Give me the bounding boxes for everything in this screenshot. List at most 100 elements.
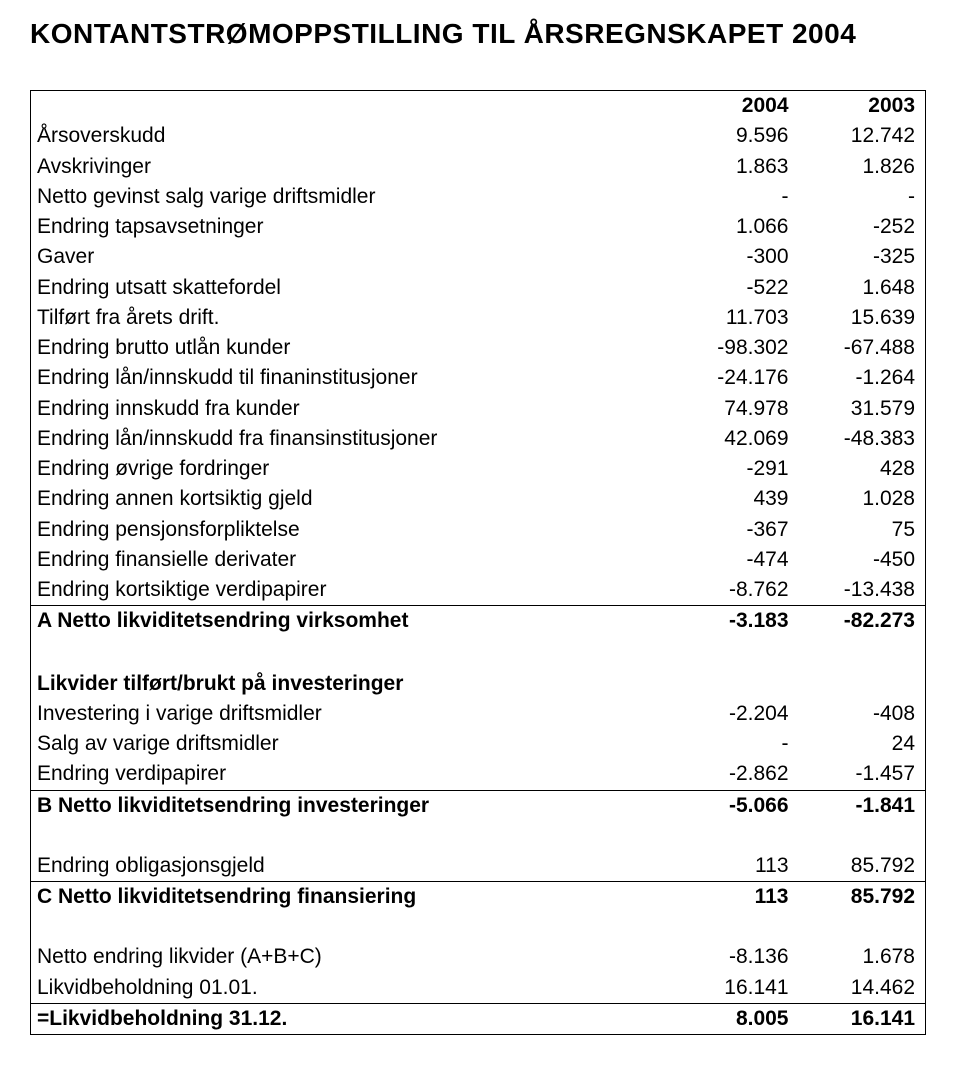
table-row: Netto endring likvider (A+B+C)-8.1361.67… xyxy=(31,942,926,972)
table-row-value-b: 428 xyxy=(799,454,926,484)
table-row-label: Avskrivinger xyxy=(31,152,671,182)
total-row-value-b: 85.792 xyxy=(799,882,926,913)
total-row-label: A Netto likviditetsendring virksomhet xyxy=(31,606,671,637)
table-row: Endring pensjonsforpliktelse-36775 xyxy=(31,515,926,545)
table-row-label: Salg av varige driftsmidler xyxy=(31,729,671,759)
table-row-value-a: -300 xyxy=(671,242,799,272)
table-row: Investering i varige driftsmidler-2.204-… xyxy=(31,699,926,729)
table-row: Likvidbeholdning 01.01.16.14114.462 xyxy=(31,973,926,1004)
table-row: Endring kortsiktige verdipapirer-8.762-1… xyxy=(31,575,926,606)
total-row: B Netto likviditetsendring investeringer… xyxy=(31,790,926,821)
table-row-label: Netto gevinst salg varige driftsmidler xyxy=(31,182,671,212)
table-row-label: Gaver xyxy=(31,242,671,272)
table-row-label: Endring kortsiktige verdipapirer xyxy=(31,575,671,606)
table-row: Endring utsatt skattefordel-5221.648 xyxy=(31,273,926,303)
table-row: Avskrivinger1.8631.826 xyxy=(31,152,926,182)
table-row-label: Endring utsatt skattefordel xyxy=(31,273,671,303)
table-row-label: Endring annen kortsiktig gjeld xyxy=(31,484,671,514)
table-row-value-a: -291 xyxy=(671,454,799,484)
table-row-value-b: -13.438 xyxy=(799,575,926,606)
table-row-value-b: -252 xyxy=(799,212,926,242)
total-row-value-b: 16.141 xyxy=(799,1003,926,1034)
table-row-value-a: - xyxy=(671,182,799,212)
total-row-value-a: -3.183 xyxy=(671,606,799,637)
table-row-value-b: 1.826 xyxy=(799,152,926,182)
table-row-label: Endring øvrige fordringer xyxy=(31,454,671,484)
table-row-value-a: 113 xyxy=(671,851,799,882)
table-row: Endring finansielle derivater-474-450 xyxy=(31,545,926,575)
table-row-value-b: 75 xyxy=(799,515,926,545)
table-row-label: Likvidbeholdning 01.01. xyxy=(31,973,671,1004)
table-row: Endring tapsavsetninger1.066-252 xyxy=(31,212,926,242)
table-row-label: Tilført fra årets drift. xyxy=(31,303,671,333)
table-row-label: Endring brutto utlån kunder xyxy=(31,333,671,363)
table-row-value-b: 1.028 xyxy=(799,484,926,514)
total-row: A Netto likviditetsendring virksomhet-3.… xyxy=(31,606,926,637)
table-row-value-b: 1.648 xyxy=(799,273,926,303)
table-row-value-a: -8.136 xyxy=(671,942,799,972)
table-row-value-b: 15.639 xyxy=(799,303,926,333)
section-header-label: Likvider tilført/brukt på investeringer xyxy=(31,667,671,699)
table-row: Endring verdipapirer-2.862-1.457 xyxy=(31,759,926,790)
table-row-value-b: -1.457 xyxy=(799,759,926,790)
table-row-value-b: 14.462 xyxy=(799,973,926,1004)
table-row-value-a: 1.066 xyxy=(671,212,799,242)
table-row-value-b: -48.383 xyxy=(799,424,926,454)
table-row-value-a: -8.762 xyxy=(671,575,799,606)
total-row: C Netto likviditetsendring finansiering1… xyxy=(31,882,926,913)
page-title: KONTANTSTRØMOPPSTILLING TIL ÅRSREGNSKAPE… xyxy=(30,18,930,50)
table-row-label: Endring innskudd fra kunder xyxy=(31,394,671,424)
table-row-value-a: -522 xyxy=(671,273,799,303)
table-row: Endring annen kortsiktig gjeld4391.028 xyxy=(31,484,926,514)
table-row-value-a: - xyxy=(671,729,799,759)
table-row-value-a: 439 xyxy=(671,484,799,514)
table-row-label: Endring pensjonsforpliktelse xyxy=(31,515,671,545)
section-header: Likvider tilført/brukt på investeringer xyxy=(31,667,926,699)
table-row: Endring innskudd fra kunder74.97831.579 xyxy=(31,394,926,424)
table-row: Endring brutto utlån kunder-98.302-67.48… xyxy=(31,333,926,363)
total-row-value-b: -1.841 xyxy=(799,790,926,821)
table-row: Gaver-300-325 xyxy=(31,242,926,272)
total-row-label: B Netto likviditetsendring investeringer xyxy=(31,790,671,821)
table-row-value-a: 42.069 xyxy=(671,424,799,454)
table-row-value-b: 24 xyxy=(799,729,926,759)
table-row-label: Endring lån/innskudd fra finansinstitusj… xyxy=(31,424,671,454)
table-row-value-a: -367 xyxy=(671,515,799,545)
table-row-value-b: -450 xyxy=(799,545,926,575)
table-row-label: Endring finansielle derivater xyxy=(31,545,671,575)
table-row: Netto gevinst salg varige driftsmidler-- xyxy=(31,182,926,212)
table-row: Endring øvrige fordringer-291428 xyxy=(31,454,926,484)
total-row-value-a: 113 xyxy=(671,882,799,913)
table-row-label: Årsoverskudd xyxy=(31,121,671,151)
total-row: =Likvidbeholdning 31.12.8.00516.141 xyxy=(31,1003,926,1034)
table-row-value-a: 9.596 xyxy=(671,121,799,151)
table-row: Salg av varige driftsmidler-24 xyxy=(31,729,926,759)
table-row-value-a: -474 xyxy=(671,545,799,575)
table-row-value-b: -1.264 xyxy=(799,363,926,393)
column-header-2004: 2004 xyxy=(671,91,799,122)
total-row-value-b: -82.273 xyxy=(799,606,926,637)
table-row-label: Investering i varige driftsmidler xyxy=(31,699,671,729)
table-row-label: Endring tapsavsetninger xyxy=(31,212,671,242)
table-row-label: Endring verdipapirer xyxy=(31,759,671,790)
table-row-value-a: -98.302 xyxy=(671,333,799,363)
table-row-value-a: -24.176 xyxy=(671,363,799,393)
table-row-value-b: - xyxy=(799,182,926,212)
total-row-value-a: 8.005 xyxy=(671,1003,799,1034)
table-row-label: Endring obligasjonsgjeld xyxy=(31,851,671,882)
table-row: Tilført fra årets drift.11.70315.639 xyxy=(31,303,926,333)
cashflow-table: 2004 2003 Årsoverskudd9.59612.742Avskriv… xyxy=(30,90,926,1035)
table-row-value-a: 11.703 xyxy=(671,303,799,333)
spacer-row xyxy=(31,912,926,942)
spacer-row xyxy=(31,821,926,851)
table-row-value-a: -2.862 xyxy=(671,759,799,790)
total-row-label: C Netto likviditetsendring finansiering xyxy=(31,882,671,913)
table-row-value-a: 74.978 xyxy=(671,394,799,424)
table-row-value-b: 1.678 xyxy=(799,942,926,972)
table-row-label: Netto endring likvider (A+B+C) xyxy=(31,942,671,972)
table-row-value-a: 16.141 xyxy=(671,973,799,1004)
table-row-value-b: 85.792 xyxy=(799,851,926,882)
table-row-value-b: 12.742 xyxy=(799,121,926,151)
column-header-2003: 2003 xyxy=(799,91,926,122)
table-row-value-a: -2.204 xyxy=(671,699,799,729)
